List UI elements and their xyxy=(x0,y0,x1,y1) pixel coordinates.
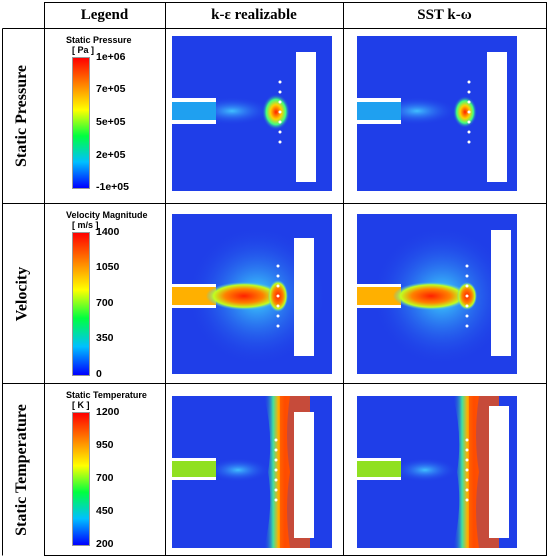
tick-label: 350 xyxy=(96,332,114,344)
row-label-static-pressure: Static Pressure xyxy=(13,64,30,168)
legend-title: Static Pressure xyxy=(66,35,132,45)
legend-unit: [ m/s ] xyxy=(72,220,99,230)
legend-velocity: Velocity Magnitude [ m/s ] 1400 1050 700… xyxy=(66,210,164,380)
tick-label: 1400 xyxy=(96,226,120,238)
tick-label: 1e+06 xyxy=(96,51,126,63)
tick-label: 950 xyxy=(96,439,114,451)
tick-label: 5e+05 xyxy=(96,116,126,128)
color-bar xyxy=(72,232,90,376)
contour-velocity-sst xyxy=(357,214,517,374)
legend-title: Velocity Magnitude xyxy=(66,210,148,220)
tick-label: 1200 xyxy=(96,406,120,418)
contour-temperature-sst xyxy=(357,396,517,548)
row-label-velocity: Velocity xyxy=(13,266,31,321)
legend-unit: [ Pa ] xyxy=(72,45,95,55)
tick-label: 0 xyxy=(96,368,102,380)
row-label-static-temperature: Static Temperature xyxy=(13,403,30,536)
tick-label: 450 xyxy=(96,505,114,517)
tick-label: 1050 xyxy=(96,261,120,273)
legend-unit: [ K ] xyxy=(72,400,90,410)
color-bar xyxy=(72,57,90,189)
contour-temperature-k-epsilon xyxy=(172,396,332,548)
tick-label: -1e+05 xyxy=(96,181,129,193)
header-sst-k-omega: SST k-ω xyxy=(417,6,472,23)
legend-title: Static Temperature xyxy=(66,390,147,400)
contour-velocity-k-epsilon xyxy=(172,214,332,374)
contour-pressure-sst xyxy=(357,36,517,191)
tick-label: 700 xyxy=(96,472,114,484)
tick-label: 7e+05 xyxy=(96,83,126,95)
legend-static-temperature: Static Temperature [ K ] 1200 950 700 45… xyxy=(66,390,164,550)
tick-label: 700 xyxy=(96,297,114,309)
color-bar xyxy=(72,412,90,546)
header-k-epsilon: k-ε realizable xyxy=(211,6,297,23)
header-legend: Legend xyxy=(80,6,129,23)
legend-static-pressure: Static Pressure [ Pa ] 1e+06 7e+05 5e+05… xyxy=(66,35,164,195)
tick-label: 2e+05 xyxy=(96,149,126,161)
tick-label: 200 xyxy=(96,538,114,550)
contour-pressure-k-epsilon xyxy=(172,36,332,191)
